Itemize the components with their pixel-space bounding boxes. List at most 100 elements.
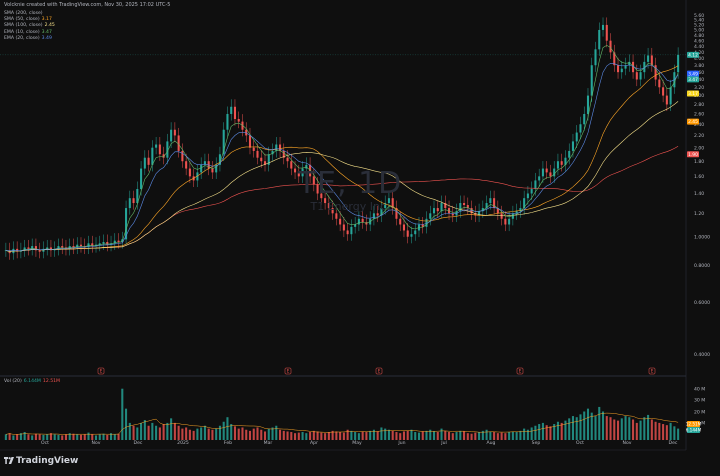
candle-body <box>617 65 620 73</box>
volume-bar <box>541 422 544 440</box>
indicator-ema-10[interactable]: EMA (10, close) 3.47 <box>4 30 55 36</box>
candle-body <box>286 157 289 162</box>
earnings-marker <box>97 367 105 375</box>
candle-body <box>601 24 605 30</box>
volume-bar <box>545 425 548 440</box>
candle-body <box>128 198 131 209</box>
volume-bar <box>556 421 559 440</box>
volume-bar <box>83 434 86 440</box>
price-tick-label: 1.40 <box>694 191 704 197</box>
candle-body <box>233 106 236 120</box>
price-label-box <box>687 151 699 158</box>
volume-bar <box>560 422 563 440</box>
volume-legend[interactable]: Vol (20) 6.144M 12.51M <box>4 379 60 384</box>
candle-body <box>271 150 274 155</box>
volume-bar <box>650 419 653 440</box>
candle-body <box>342 224 345 231</box>
volume-bar <box>279 429 282 440</box>
watermark-symbol: TE, 1D <box>297 166 403 201</box>
candle-body <box>677 54 680 73</box>
volume-bar <box>459 430 462 440</box>
candle-body <box>256 150 259 158</box>
candle-body <box>508 218 511 225</box>
volume-bar <box>188 429 191 440</box>
volume-bar <box>628 417 631 440</box>
volume-bar <box>155 425 158 440</box>
volume-bar <box>49 433 52 440</box>
volume-bar <box>271 427 274 440</box>
volume-bar <box>166 422 169 440</box>
volume-bar <box>395 432 398 440</box>
candle-body <box>346 230 349 235</box>
candle-body <box>590 65 593 96</box>
volume-bar <box>294 433 297 440</box>
volume-bar <box>481 430 484 440</box>
volume-bar <box>34 433 37 440</box>
volume-bar <box>309 432 312 440</box>
candle-body <box>380 208 383 216</box>
candle-body <box>553 168 556 177</box>
candle-body <box>478 211 481 216</box>
candle-body <box>564 157 567 165</box>
volume-bar <box>519 430 522 440</box>
candle-body <box>4 250 7 252</box>
tradingview-logo[interactable]: TradingView <box>4 456 78 466</box>
volume-bar <box>147 425 150 440</box>
candle-body <box>414 230 417 235</box>
price-label-text: 3.47 <box>688 77 698 83</box>
volume-bar <box>448 432 451 440</box>
indicator-ema-20[interactable]: EMA (20, close) 3.49 <box>4 36 55 42</box>
candle-body <box>282 150 285 158</box>
volume-bar <box>553 424 556 440</box>
volume-bar <box>647 414 650 440</box>
candle-body <box>211 168 214 173</box>
volume-bar <box>658 422 661 440</box>
candle-body <box>526 193 529 199</box>
candle-body <box>628 61 631 66</box>
volume-bar <box>515 432 518 440</box>
volume-bar <box>354 432 357 440</box>
volume-bar <box>583 411 586 440</box>
price-tick-label: 2.40 <box>694 122 704 128</box>
volume-bar <box>102 433 105 440</box>
candle-body <box>294 168 297 173</box>
candle-body <box>387 198 390 204</box>
volume-tick-label: 20 M <box>694 410 705 416</box>
time-tick-label: Aug <box>487 440 496 446</box>
volume-bar <box>564 420 567 440</box>
volume-bar <box>207 428 210 440</box>
candle-body <box>560 161 563 165</box>
volume-bar <box>143 420 146 440</box>
candle-body <box>203 161 206 165</box>
price-tick-label: 2.00 <box>694 145 704 151</box>
volume-bar <box>31 435 34 440</box>
indicator-sma-50[interactable]: SMA (50, close) 3.17 <box>4 17 55 23</box>
indicator-sma-200[interactable]: SMA (200, close) <box>4 11 55 17</box>
volume-bar <box>248 430 252 440</box>
volume-bar <box>369 430 372 440</box>
indicator-sma-100[interactable]: SMA (100, close) 2.45 <box>4 23 55 29</box>
volume-bar <box>417 432 421 440</box>
candle-body <box>425 218 428 227</box>
candle-body <box>226 113 229 130</box>
volume-bar <box>387 429 390 440</box>
volume-bar <box>275 425 278 440</box>
candle-body <box>451 213 454 216</box>
candle-body <box>575 132 578 142</box>
volume-bar <box>500 432 503 440</box>
candle-body <box>376 213 379 216</box>
candle-body <box>324 198 327 204</box>
price-tick-label: 5.60 <box>694 13 704 19</box>
candle-body <box>267 154 270 165</box>
volume-bar <box>399 433 402 440</box>
volume-bar <box>312 430 315 440</box>
candle-body <box>481 208 484 212</box>
volume-bar <box>200 427 203 440</box>
volume-bar <box>181 428 184 440</box>
watermark-company-name: T1 Energy Inc. <box>310 200 390 213</box>
candle-body <box>185 161 188 169</box>
candle-body <box>222 129 225 155</box>
